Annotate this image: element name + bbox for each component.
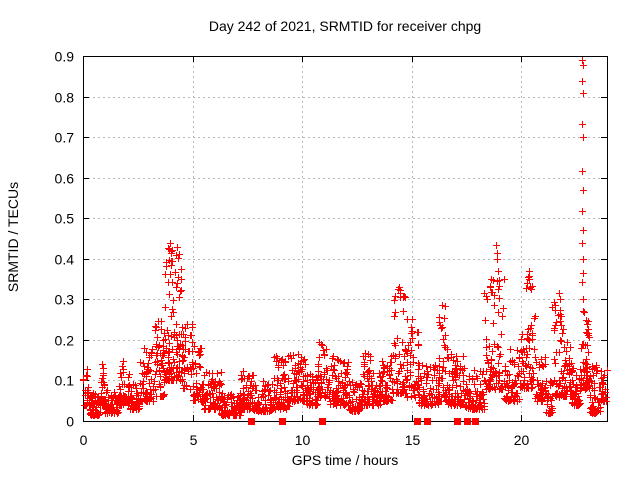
svg-text:15: 15 bbox=[405, 432, 421, 448]
svg-text:0.1: 0.1 bbox=[55, 373, 75, 389]
svg-text:0.2: 0.2 bbox=[55, 333, 75, 349]
svg-text:0: 0 bbox=[80, 432, 88, 448]
svg-text:5: 5 bbox=[190, 432, 198, 448]
chart-title: Day 242 of 2021, SRMTID for receiver chp… bbox=[208, 18, 482, 34]
svg-text:0.8: 0.8 bbox=[55, 90, 75, 106]
svg-text:0.7: 0.7 bbox=[55, 130, 75, 146]
svg-text:0: 0 bbox=[66, 414, 74, 430]
svg-text:0.4: 0.4 bbox=[55, 252, 75, 268]
svg-text:0.5: 0.5 bbox=[55, 211, 75, 227]
svg-text:0.6: 0.6 bbox=[55, 171, 75, 187]
svg-text:0.9: 0.9 bbox=[55, 49, 75, 65]
svg-text:0.3: 0.3 bbox=[55, 292, 75, 308]
x-axis-label: GPS time / hours bbox=[291, 452, 399, 468]
svg-text:10: 10 bbox=[295, 432, 311, 448]
svg-text:20: 20 bbox=[514, 432, 530, 448]
